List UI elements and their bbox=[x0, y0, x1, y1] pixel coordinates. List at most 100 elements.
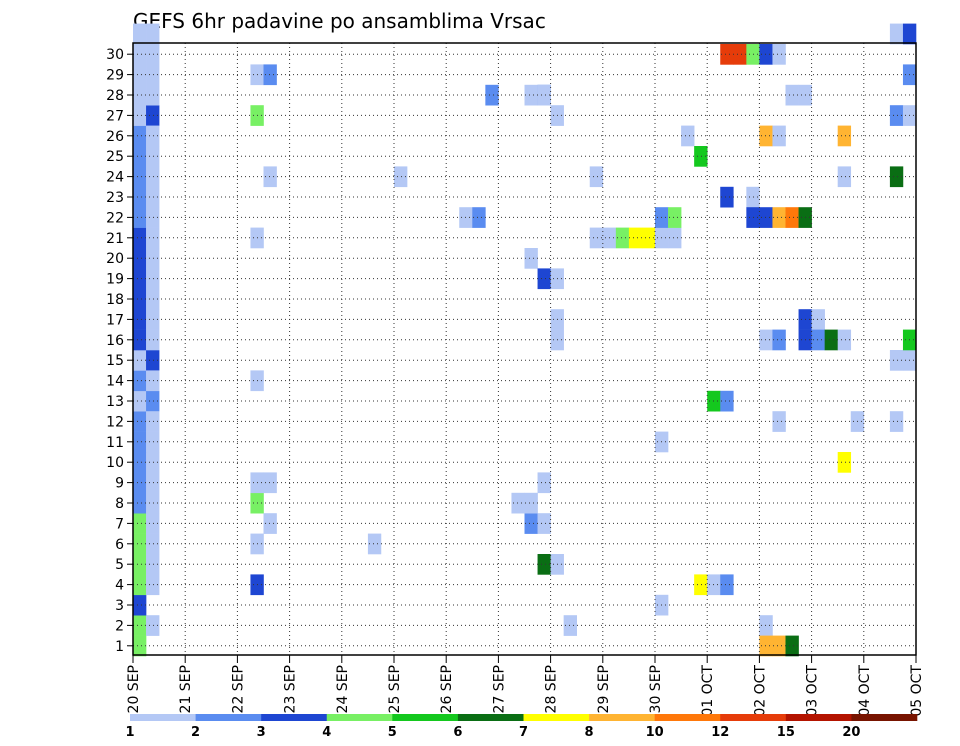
y-tick-label: 11 bbox=[106, 435, 124, 451]
legend-label: 4 bbox=[322, 725, 331, 740]
heatmap-cell bbox=[146, 370, 160, 392]
heatmap-cell bbox=[537, 554, 551, 575]
legend-swatch bbox=[130, 714, 196, 721]
heatmap-cell bbox=[524, 492, 538, 514]
heatmap-cell bbox=[889, 411, 904, 432]
heatmap-cell bbox=[146, 186, 160, 208]
heatmap-cell bbox=[537, 84, 551, 106]
heatmap-cell bbox=[772, 44, 786, 65]
plot-frame bbox=[132, 42, 917, 656]
heatmap-cell bbox=[524, 84, 538, 106]
heatmap-cell bbox=[759, 615, 773, 636]
y-tick-label: 19 bbox=[106, 272, 124, 288]
heatmap-cell bbox=[733, 44, 747, 65]
x-tick-label: 29 SEP bbox=[596, 665, 612, 713]
heatmap-cell bbox=[772, 329, 786, 351]
x-tick-label: 23 SEP bbox=[283, 665, 299, 713]
legend-swatch bbox=[720, 714, 787, 721]
legend-label: 10 bbox=[646, 725, 664, 740]
heatmap-cell bbox=[694, 146, 708, 167]
heatmap-cell bbox=[133, 431, 147, 453]
heatmap-cell bbox=[146, 390, 160, 412]
legend-label: 7 bbox=[519, 725, 528, 740]
heatmap-cell bbox=[146, 207, 160, 228]
y-tick-label: 23 bbox=[106, 190, 124, 206]
x-tick-label: 03 OCT bbox=[805, 665, 821, 717]
heatmap-cell bbox=[133, 166, 147, 188]
legend-swatch bbox=[523, 714, 590, 721]
heatmap-cell bbox=[133, 350, 147, 371]
y-tick-label: 26 bbox=[106, 129, 124, 145]
cells-layer bbox=[133, 23, 917, 657]
heatmap-cell bbox=[694, 574, 708, 596]
heatmap-cell bbox=[511, 492, 525, 514]
x-tick-label: 22 SEP bbox=[230, 665, 246, 713]
x-tick-label: 30 SEP bbox=[648, 665, 664, 713]
heatmap-cell bbox=[133, 411, 147, 432]
heatmap-cell bbox=[133, 105, 147, 126]
heatmap-cell bbox=[759, 125, 773, 147]
color-legend: 1 2 3 4 5 6 7 8 10 12 15 20 bbox=[125, 714, 918, 740]
heatmap-cell bbox=[589, 227, 604, 249]
legend-swatch bbox=[326, 714, 393, 721]
legend-label: 5 bbox=[388, 725, 397, 740]
y-tick-label: 21 bbox=[106, 231, 124, 247]
legend-label: 6 bbox=[453, 725, 462, 740]
heatmap-cell bbox=[133, 268, 147, 290]
heatmap-cell bbox=[472, 207, 486, 228]
y-tick-label: 27 bbox=[106, 108, 124, 124]
legend-label: 3 bbox=[257, 725, 266, 740]
heatmap-cell bbox=[146, 23, 160, 45]
heatmap-cell bbox=[133, 125, 147, 147]
heatmap-cell bbox=[485, 84, 499, 106]
heatmap-cell bbox=[146, 554, 160, 575]
heatmap-cell bbox=[146, 533, 160, 555]
heatmap-cell bbox=[824, 329, 838, 351]
heatmap-cell bbox=[146, 309, 160, 330]
heatmap-cell bbox=[615, 227, 630, 249]
heatmap-cell bbox=[146, 411, 160, 432]
y-tick-label: 28 bbox=[106, 88, 124, 104]
heatmap-cell bbox=[720, 186, 734, 208]
y-tick-label: 18 bbox=[106, 292, 124, 308]
y-tick-label: 14 bbox=[106, 374, 124, 390]
heatmap-cell bbox=[146, 574, 160, 596]
heatmap-cell bbox=[146, 431, 160, 453]
y-tick-label: 10 bbox=[106, 455, 124, 471]
heatmap-cell bbox=[772, 635, 786, 657]
heatmap-cell bbox=[641, 227, 656, 249]
heatmap-cell bbox=[681, 125, 695, 147]
x-tick-label: 02 OCT bbox=[752, 665, 768, 717]
y-tick-label: 15 bbox=[106, 353, 124, 369]
heatmap-cell bbox=[133, 207, 147, 228]
heatmap-cell bbox=[146, 125, 160, 147]
heatmap-cell bbox=[902, 23, 917, 45]
x-tick-label: 26 SEP bbox=[439, 665, 455, 713]
x-tick-label: 04 OCT bbox=[857, 665, 873, 717]
heatmap-cell bbox=[146, 513, 160, 534]
heatmap-cell bbox=[146, 146, 160, 167]
x-tick-label: 24 SEP bbox=[335, 665, 351, 713]
legend-label: 8 bbox=[585, 725, 594, 740]
heatmap-cell bbox=[146, 492, 160, 514]
legend-label: 1 bbox=[125, 725, 134, 740]
heatmap-cell bbox=[133, 370, 147, 392]
heatmap-cell bbox=[133, 248, 147, 269]
heatmap-cell bbox=[759, 329, 773, 351]
heatmap-cell bbox=[837, 329, 852, 351]
legend-swatch bbox=[589, 714, 655, 721]
y-tick-label: 2 bbox=[115, 618, 124, 634]
y-tick-label: 20 bbox=[106, 251, 124, 267]
x-tick-label: 20 SEP bbox=[126, 665, 142, 713]
y-tick-label: 17 bbox=[106, 312, 124, 328]
heatmap-cell bbox=[628, 227, 643, 249]
y-axis: 1234567891011121314151617181920212223242… bbox=[106, 47, 133, 655]
heatmap-cell bbox=[759, 635, 773, 657]
legend-swatch bbox=[851, 714, 918, 721]
heatmap-cell bbox=[133, 84, 147, 106]
legend-swatch bbox=[785, 714, 852, 721]
heatmap-cell bbox=[146, 288, 160, 310]
legend-swatch bbox=[261, 714, 328, 721]
